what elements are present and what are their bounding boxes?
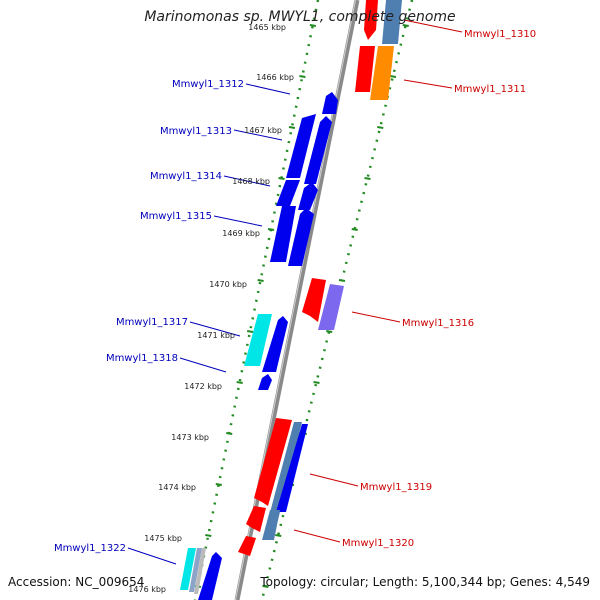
gene-label-1320: Mmwyl1_1320 — [342, 538, 414, 549]
gene-feature-1322d — [198, 552, 222, 600]
leader-1314 — [223, 175, 271, 187]
gene-feature-1310 — [364, 0, 378, 40]
tick-label-1467: 1467 kbp — [244, 126, 282, 135]
tick-label-1476: 1476 kbp — [128, 585, 166, 594]
gene-feature-1319a — [254, 418, 292, 506]
tick-label-1473: 1473 kbp — [171, 433, 209, 442]
tick-mark — [257, 279, 264, 282]
gene-feature-1317 — [244, 314, 272, 366]
tick-mark — [205, 534, 212, 537]
gene-feature-1322c — [194, 548, 206, 594]
leader-1315 — [213, 215, 263, 227]
genome-summary-text: Topology: circular; Length: 5,100,344 bp… — [260, 575, 590, 589]
gene-feature-1316b — [318, 284, 344, 330]
gene-feature-1318 — [258, 374, 272, 390]
leader-1313 — [233, 129, 283, 141]
gene-label-1310: Mmwyl1_1310 — [464, 29, 536, 40]
gene-feature-1322b — [189, 548, 202, 592]
gene-feature-1319c — [276, 424, 308, 512]
gene-feature-1319b — [268, 422, 302, 520]
tick-label-1474: 1474 kbp — [158, 483, 196, 492]
accession-text: Accession: NC_009654 — [8, 575, 145, 589]
gene-feature-1322a — [180, 548, 196, 590]
tick-mark — [236, 381, 243, 384]
gene-feature-1317b — [262, 316, 288, 372]
tick-mark — [262, 585, 269, 588]
gene-feature-1313a — [286, 114, 316, 178]
leader-1311 — [403, 79, 453, 89]
leader-1310 — [403, 19, 463, 33]
gene-feature-1314a — [276, 180, 300, 206]
tick-mark — [309, 24, 317, 27]
tick-mark — [351, 228, 358, 231]
gene-feature-1320b — [262, 510, 280, 540]
gene-feature-1315b — [288, 208, 314, 266]
gene-label-1317: Mmwyl1_1317 — [116, 317, 188, 328]
inner-tick-ring — [193, 0, 320, 600]
genome-title: Marinomonas sp. MWYL1, complete genome — [144, 9, 456, 25]
gene-feature-1316a — [302, 278, 326, 322]
tick-label-1465: 1465 kbp — [248, 23, 286, 32]
tick-mark — [267, 228, 275, 231]
gene-label-1319: Mmwyl1_1319 — [360, 482, 432, 493]
tick-mark — [338, 279, 346, 282]
gene-feature-1310b — [382, 0, 402, 44]
leader-1312 — [245, 83, 291, 95]
gene-label-1311: Mmwyl1_1311 — [454, 84, 526, 95]
leader-1318 — [179, 357, 227, 373]
tick-mark — [278, 177, 285, 180]
tick-label-1475: 1475 kbp — [144, 534, 182, 543]
tick-marks — [194, 24, 409, 588]
tick-label-1466: 1466 kbp — [256, 73, 294, 82]
tick-mark — [313, 381, 320, 384]
gene-feature-1320c — [238, 536, 256, 556]
leader-1319 — [309, 473, 359, 487]
gene-label-1314: Mmwyl1_1314 — [150, 171, 222, 182]
tick-mark — [226, 432, 233, 435]
gene-feature-1320a — [246, 506, 266, 532]
gene-label-1322: Mmwyl1_1322 — [54, 543, 126, 554]
tick-mark — [215, 483, 222, 486]
gene-feature-1313b — [304, 116, 332, 184]
tick-label-1468: 1468 kbp — [232, 177, 270, 186]
tick-mark — [402, 24, 409, 27]
gene-feature-1311b — [370, 46, 394, 100]
tick-label-1469: 1469 kbp — [222, 229, 260, 238]
tick-mark — [389, 75, 397, 78]
gene-feature-1315a — [270, 206, 296, 262]
tick-mark — [246, 330, 254, 333]
leader-1317 — [189, 321, 241, 337]
tick-mark — [364, 177, 371, 180]
tick-mark — [299, 75, 306, 78]
gene-label-1312: Mmwyl1_1312 — [172, 79, 244, 90]
leader-1322 — [127, 547, 177, 565]
gene-feature-1312 — [322, 92, 338, 114]
tick-label-1470: 1470 kbp — [209, 280, 247, 289]
tick-mark — [288, 126, 296, 129]
tick-label-1471: 1471 kbp — [197, 331, 235, 340]
gene-label-1315: Mmwyl1_1315 — [140, 211, 212, 222]
gene-feature-1314b — [298, 182, 318, 210]
tick-mark — [326, 330, 333, 333]
leader-1320 — [293, 529, 341, 543]
tick-mark — [377, 126, 384, 129]
tick-label-1472: 1472 kbp — [184, 382, 222, 391]
leader-1316 — [351, 311, 401, 323]
gene-feature-1311a — [355, 46, 375, 92]
tick-mark — [275, 534, 282, 537]
gene-label-1318: Mmwyl1_1318 — [106, 353, 178, 364]
gene-label-1313: Mmwyl1_1313 — [160, 126, 232, 137]
gene-label-1316: Mmwyl1_1316 — [402, 318, 474, 329]
